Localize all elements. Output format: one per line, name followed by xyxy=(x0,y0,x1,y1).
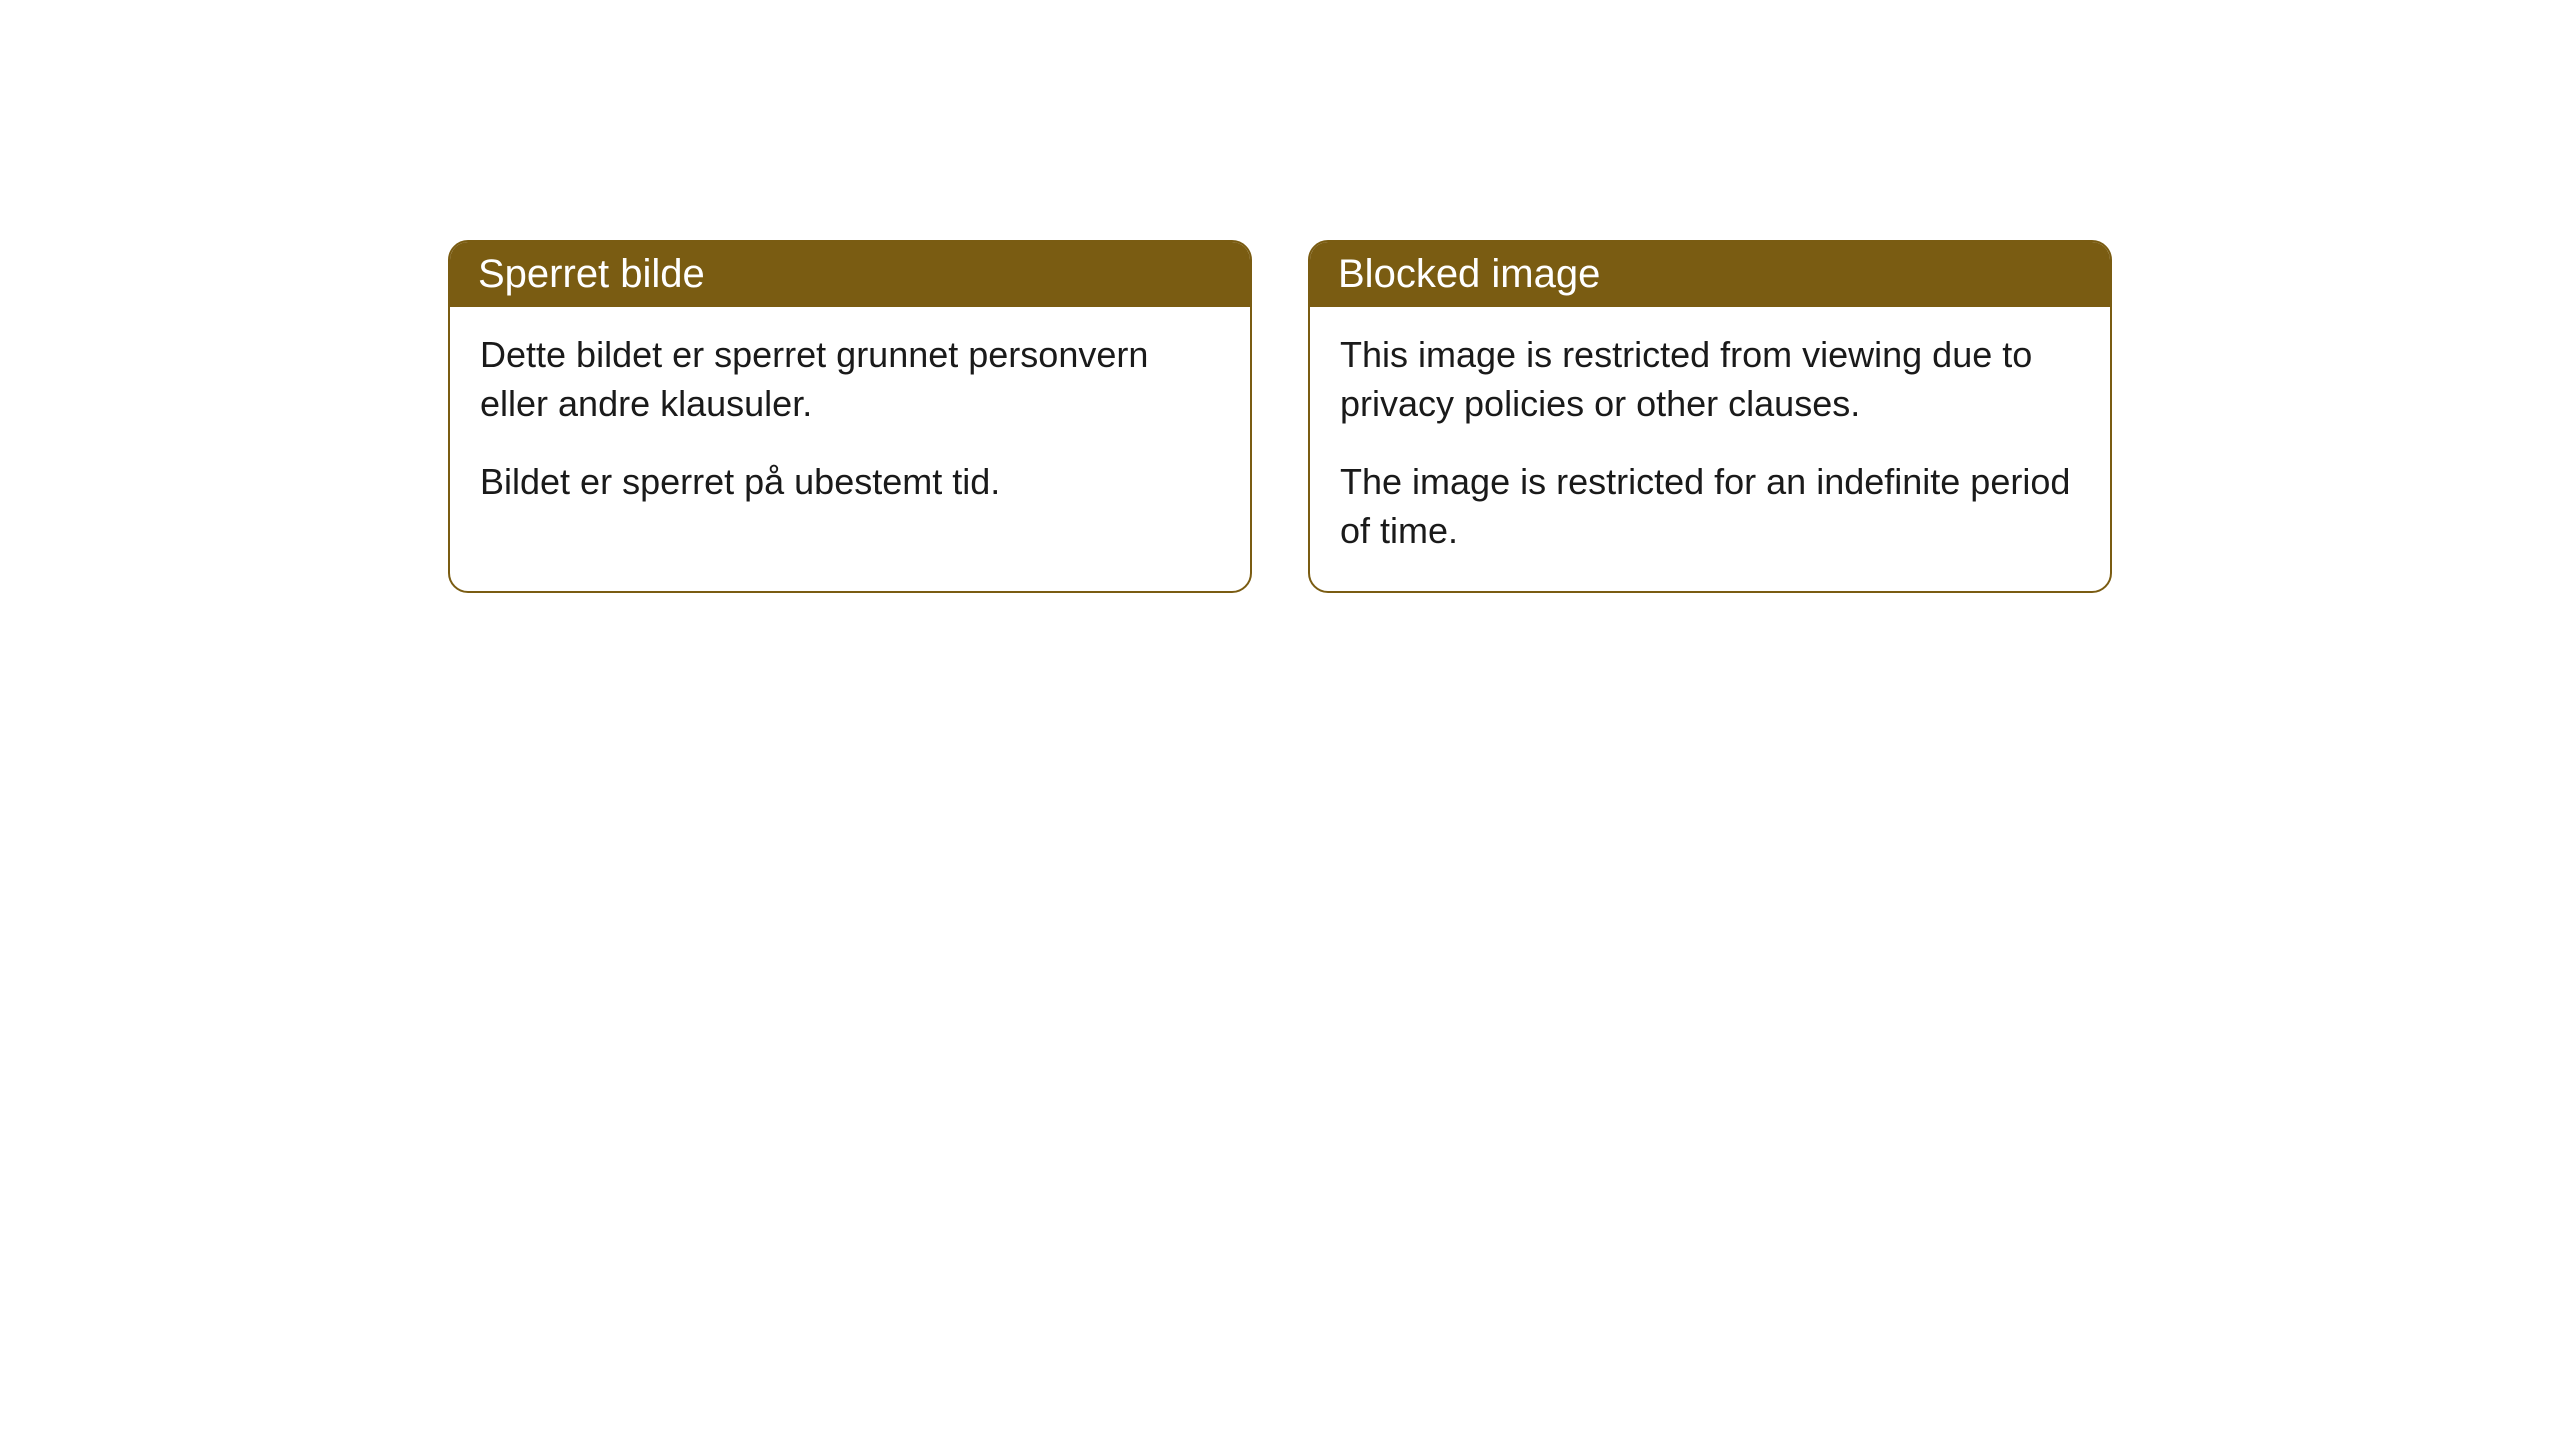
notice-card-english: Blocked image This image is restricted f… xyxy=(1308,240,2112,593)
notice-body-norwegian: Dette bildet er sperret grunnet personve… xyxy=(450,307,1250,543)
notice-paragraph: Dette bildet er sperret grunnet personve… xyxy=(480,331,1220,428)
notice-paragraph: This image is restricted from viewing du… xyxy=(1340,331,2080,428)
notice-title: Blocked image xyxy=(1338,252,1600,296)
notice-paragraph: The image is restricted for an indefinit… xyxy=(1340,458,2080,555)
notice-card-norwegian: Sperret bilde Dette bildet er sperret gr… xyxy=(448,240,1252,593)
notice-body-english: This image is restricted from viewing du… xyxy=(1310,307,2110,591)
notice-container: Sperret bilde Dette bildet er sperret gr… xyxy=(448,240,2112,593)
notice-header-norwegian: Sperret bilde xyxy=(450,242,1250,307)
notice-title: Sperret bilde xyxy=(478,252,705,296)
notice-header-english: Blocked image xyxy=(1310,242,2110,307)
notice-paragraph: Bildet er sperret på ubestemt tid. xyxy=(480,458,1220,507)
